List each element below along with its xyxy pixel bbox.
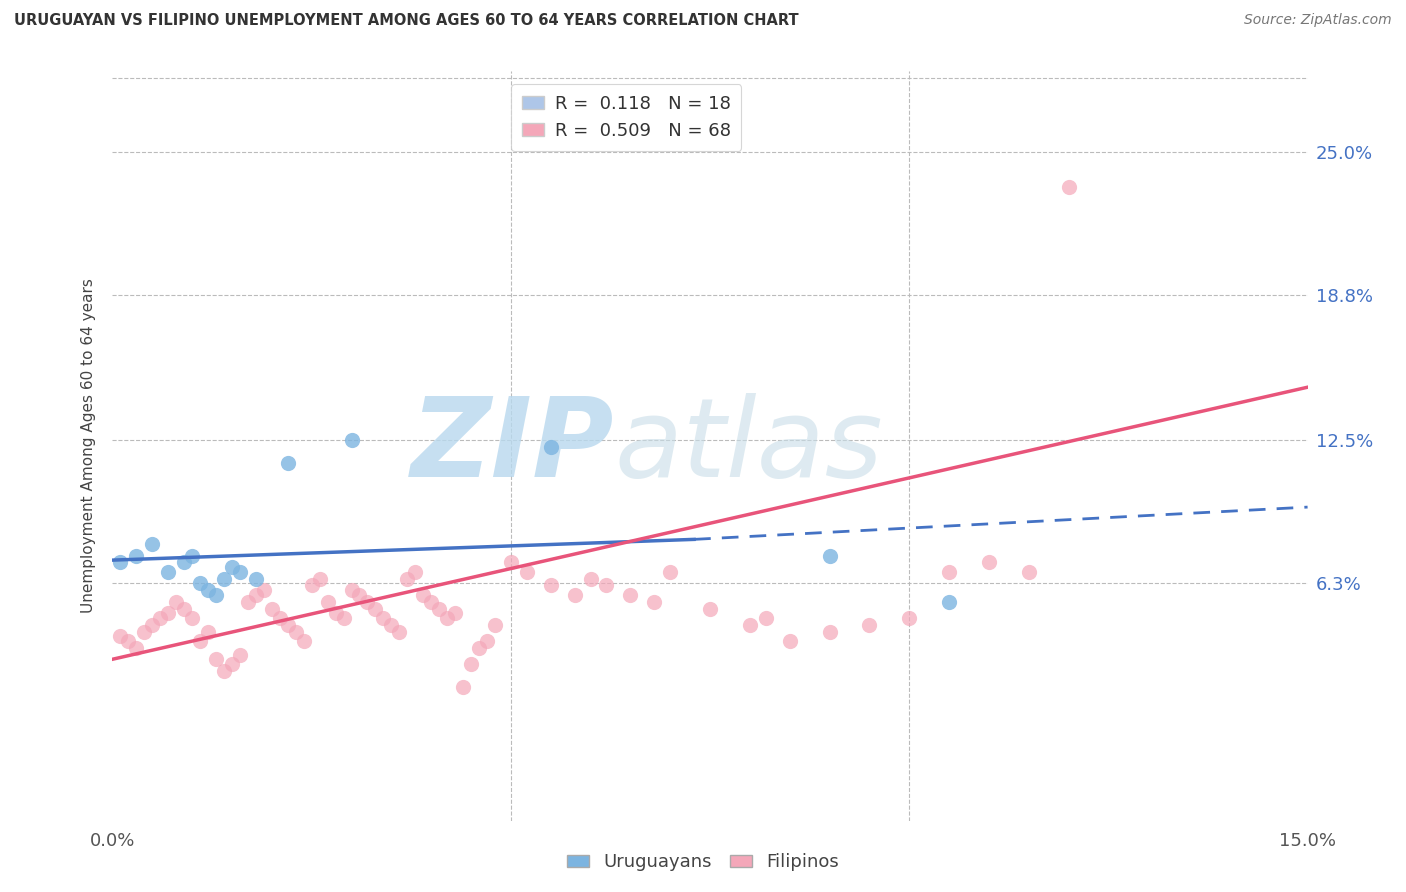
Point (165, 594, 187, 608)
Point (181, 611, 204, 625)
Point (451, 680, 474, 694)
Point (349, 588, 371, 602)
Point (499, 556, 522, 570)
Point (643, 594, 665, 608)
Point (540, 440, 562, 454)
Point (269, 611, 291, 625)
Point (141, 617, 163, 632)
Point (260, 601, 283, 615)
Point (444, 606, 467, 620)
Text: URUGUAYAN VS FILIPINO UNEMPLOYMENT AMONG AGES 60 TO 64 YEARS CORRELATION CHART: URUGUAYAN VS FILIPINO UNEMPLOYMENT AMONG… (14, 13, 799, 29)
Text: Source: ZipAtlas.com: Source: ZipAtlas.com (1244, 13, 1392, 28)
Point (308, 572, 330, 586)
Point (659, 565, 682, 579)
Point (229, 648, 252, 662)
Point (738, 617, 761, 632)
Point (205, 652, 228, 666)
Point (436, 611, 458, 625)
Point (579, 572, 602, 586)
Point (1057, 179, 1080, 194)
Point (117, 633, 139, 648)
Point (325, 606, 347, 620)
Point (110, 556, 132, 570)
Point (157, 606, 180, 620)
Point (468, 640, 491, 655)
Point (340, 583, 363, 598)
Point (858, 617, 880, 632)
Point (125, 640, 148, 655)
Point (173, 601, 195, 615)
Point (475, 633, 498, 648)
Point (420, 594, 443, 608)
Point (818, 549, 841, 563)
Point (205, 588, 228, 602)
Point (1018, 565, 1040, 579)
Point (173, 556, 195, 570)
Point (388, 624, 411, 639)
Text: ZIP: ZIP (411, 392, 614, 500)
Point (301, 578, 323, 592)
Point (245, 588, 267, 602)
Point (938, 594, 960, 608)
Point (427, 601, 450, 615)
Point (412, 588, 434, 602)
Point (181, 549, 204, 563)
Legend: Uruguayans, Filipinos: Uruguayans, Filipinos (560, 847, 846, 879)
Point (197, 624, 219, 639)
Point (396, 572, 419, 586)
Point (149, 611, 172, 625)
Point (229, 565, 252, 579)
Y-axis label: Unemployment Among Ages 60 to 64 years: Unemployment Among Ages 60 to 64 years (80, 278, 96, 614)
Point (277, 617, 299, 632)
Point (253, 583, 276, 598)
Point (373, 611, 395, 625)
Point (292, 633, 315, 648)
Point (404, 565, 426, 579)
Point (245, 572, 267, 586)
Point (898, 611, 921, 625)
Point (779, 633, 801, 648)
Point (340, 434, 363, 448)
Point (236, 594, 259, 608)
Point (221, 560, 243, 574)
Point (212, 572, 235, 586)
Point (141, 537, 163, 551)
Point (755, 611, 778, 625)
Text: atlas: atlas (614, 392, 883, 500)
Point (595, 578, 617, 592)
Point (699, 601, 721, 615)
Point (332, 611, 354, 625)
Point (197, 583, 219, 598)
Point (316, 594, 339, 608)
Point (134, 624, 156, 639)
Point (380, 617, 402, 632)
Point (110, 629, 132, 643)
Point (284, 624, 307, 639)
Point (460, 657, 482, 671)
Point (540, 578, 562, 592)
Point (484, 617, 506, 632)
Point (938, 565, 960, 579)
Legend: R =  0.118   N = 18, R =  0.509   N = 68: R = 0.118 N = 18, R = 0.509 N = 68 (512, 84, 741, 151)
Point (157, 565, 180, 579)
Point (125, 549, 148, 563)
Point (364, 601, 387, 615)
Point (564, 588, 586, 602)
Point (188, 633, 211, 648)
Point (277, 456, 299, 470)
Point (221, 657, 243, 671)
Point (356, 594, 378, 608)
Point (212, 664, 235, 678)
Point (818, 624, 841, 639)
Point (977, 556, 1000, 570)
Point (619, 588, 641, 602)
Point (516, 565, 538, 579)
Point (188, 576, 211, 591)
